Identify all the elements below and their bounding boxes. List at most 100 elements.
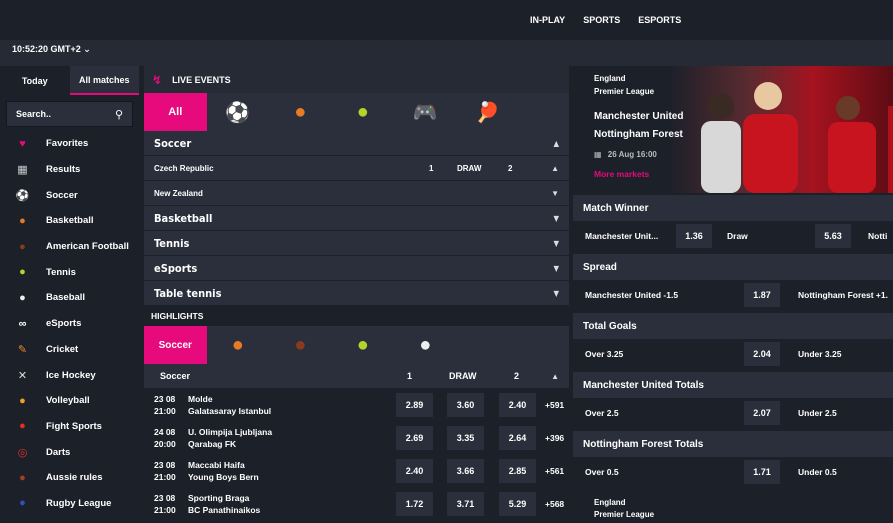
timezone-clock[interactable]: 10:52:20 GMT+2 ⌄ xyxy=(12,44,91,54)
sidebar-item-label: Tennis xyxy=(46,266,76,278)
sport-filter-icon[interactable]: ⚽ xyxy=(225,101,251,124)
sidebar-item[interactable]: ♥ Favorites xyxy=(0,131,139,157)
live-sport-soccer[interactable]: Soccer ▲ xyxy=(144,131,569,156)
nav-sports[interactable]: SPORTS xyxy=(583,15,621,25)
tab-today[interactable]: Today xyxy=(0,66,70,95)
odds-button[interactable]: 2.04 xyxy=(744,342,780,366)
sidebar-item[interactable]: ● Baseball xyxy=(0,285,139,311)
odds-button[interactable]: 1.72 xyxy=(396,491,433,516)
featured-league: Premier League xyxy=(594,87,655,96)
tab-all-matches[interactable]: All matches xyxy=(69,66,139,95)
sidebar-item[interactable]: ✎ Cricket xyxy=(0,337,139,363)
selection-label: Under 3.25 xyxy=(798,349,842,359)
sidebar-item[interactable]: ● Rugby League xyxy=(0,491,139,517)
more-markets-link[interactable]: More markets xyxy=(594,169,650,179)
chevron-up-icon[interactable]: ▲ xyxy=(553,138,559,148)
odds-button[interactable]: 3.66 xyxy=(447,458,484,483)
odds-button[interactable]: 2.07 xyxy=(744,401,780,425)
sport-filter-icon[interactable]: ● xyxy=(294,333,307,356)
featured-date: 26 Aug 16:00 xyxy=(607,150,657,159)
next-featured-card[interactable]: England Premier League xyxy=(573,490,893,523)
sidebar-item[interactable]: ● Fight Sports xyxy=(0,414,139,440)
odds-button[interactable]: 2.89 xyxy=(396,392,433,417)
search-box[interactable]: Search.. ⚲ xyxy=(6,101,133,127)
match-time: 20:00 xyxy=(154,438,176,449)
odds-button[interactable]: 1.36 xyxy=(676,224,712,248)
chevron-down-icon[interactable]: ▼ xyxy=(553,263,559,273)
sport-filter-icon[interactable]: ● xyxy=(294,100,307,123)
match-datetime: 23 08 21:00 xyxy=(154,459,176,483)
odds-button[interactable]: 2.64 xyxy=(499,425,536,450)
match-row[interactable]: 23 08 21:00 Sporting Braga BC Panathinaikos… xyxy=(144,487,569,520)
sidebar-item[interactable]: ● Tennis xyxy=(0,259,139,285)
away-team: Qarabag FK xyxy=(188,438,237,449)
chevron-down-icon[interactable]: ▼ xyxy=(553,238,559,248)
sport-filter-icon[interactable]: ● xyxy=(356,333,369,356)
filter-all[interactable]: All xyxy=(144,93,207,131)
search-icon[interactable]: ⚲ xyxy=(114,108,123,121)
highlights-table-header: Soccer 1 DRAW 2 ▲ xyxy=(144,364,569,388)
col-1: 1 xyxy=(429,163,434,173)
nav-esports[interactable]: ESPORTS xyxy=(638,15,682,25)
league-name: Czech Republic xyxy=(154,163,214,173)
sport-filter-icon[interactable]: ● xyxy=(419,333,432,356)
sidebar-item[interactable]: ● Basketball xyxy=(0,208,139,234)
sport-filter-icon[interactable]: ● xyxy=(356,100,369,123)
selection-label: Manchester United -1.5 xyxy=(585,290,679,300)
odds-button[interactable]: 2.85 xyxy=(499,458,536,483)
chevron-down-icon[interactable]: ▼ xyxy=(553,213,559,223)
league-row-czech[interactable]: Czech Republic 1 DRAW 2 ▲ xyxy=(144,156,569,181)
odds-button[interactable]: 5.29 xyxy=(499,491,536,516)
chevron-down-icon[interactable]: ▼ xyxy=(551,188,559,198)
odds-button[interactable]: 3.35 xyxy=(447,425,484,450)
live-sport-row[interactable]: Basketball ▼ xyxy=(144,206,569,231)
sidebar-item-label: Fight Sports xyxy=(46,420,102,432)
chevron-down-icon[interactable]: ▼ xyxy=(553,288,559,298)
sport-icon: ∞ xyxy=(18,317,27,330)
odds-button[interactable]: 3.71 xyxy=(447,491,484,516)
top-bar: IN-PLAY SPORTS ESPORTS xyxy=(0,0,893,40)
odds-button[interactable]: 2.40 xyxy=(396,458,433,483)
live-sport-row[interactable]: eSports ▼ xyxy=(144,256,569,281)
highlight-filters: Soccer ● ● ● ● xyxy=(144,326,569,364)
more-markets-count[interactable]: +568 xyxy=(545,498,565,509)
live-sport-row[interactable]: Table tennis ▼ xyxy=(144,281,569,306)
nav-in-play[interactable]: IN-PLAY xyxy=(530,15,566,25)
sport-filter-icon[interactable]: 🎮 xyxy=(412,101,438,124)
market-title: Spread xyxy=(573,252,893,280)
featured-match-card[interactable]: England Premier League Manchester United… xyxy=(573,66,893,193)
sport-filter-icon[interactable]: 🏓 xyxy=(475,101,501,124)
sidebar-item[interactable]: ● American Football xyxy=(0,234,139,260)
match-row[interactable]: 23 08 21:00 Molde Galatasaray Istanbul 2.89 3… xyxy=(144,388,569,421)
odds-button[interactable]: 5.63 xyxy=(815,224,851,248)
more-markets-count[interactable]: +591 xyxy=(545,399,565,410)
filter-soccer[interactable]: Soccer xyxy=(144,326,207,364)
chevron-up-icon[interactable]: ▲ xyxy=(551,371,559,381)
odds-button[interactable]: 2.40 xyxy=(499,392,536,417)
sidebar-item[interactable]: ◎ Darts xyxy=(0,439,139,465)
chevron-up-icon[interactable]: ▲ xyxy=(551,163,559,173)
sport-icon: ◎ xyxy=(17,446,28,459)
live-sport-row[interactable]: Tennis ▼ xyxy=(144,231,569,256)
sidebar-item[interactable]: ● Aussie rules xyxy=(0,465,139,491)
match-row[interactable]: 24 08 20:00 U. Olimpija Ljubljana Qarabag F… xyxy=(144,421,569,454)
league-row-new-zealand[interactable]: New Zealand ▼ xyxy=(144,181,569,206)
odds-button[interactable]: 1.71 xyxy=(744,460,780,484)
match-row[interactable]: 23 08 21:00 Maccabi Haifa Young Boys Bern 2.… xyxy=(144,454,569,487)
col-draw: DRAW xyxy=(457,163,482,173)
odds-button[interactable]: 1.87 xyxy=(744,283,780,307)
sidebar-item[interactable]: ✕ Ice Hockey xyxy=(0,362,139,388)
more-markets-count[interactable]: +561 xyxy=(545,465,565,476)
odds-button[interactable]: 2.69 xyxy=(396,425,433,450)
featured-home-team: Manchester United xyxy=(594,111,684,122)
sidebar-item[interactable]: ⚽ Soccer xyxy=(0,182,139,208)
sport-filter-icon[interactable]: ● xyxy=(231,333,244,356)
more-markets-count[interactable]: +396 xyxy=(545,432,565,443)
sidebar-item-label: Baseball xyxy=(46,292,86,304)
search-input[interactable]: Search.. xyxy=(16,109,52,119)
sidebar-item[interactable]: ● Volleyball xyxy=(0,388,139,414)
sport-icon: ● xyxy=(19,471,26,484)
sidebar-item[interactable]: ▦ Results xyxy=(0,157,139,183)
odds-button[interactable]: 3.60 xyxy=(447,392,484,417)
sidebar-item[interactable]: ∞ eSports xyxy=(0,311,139,337)
